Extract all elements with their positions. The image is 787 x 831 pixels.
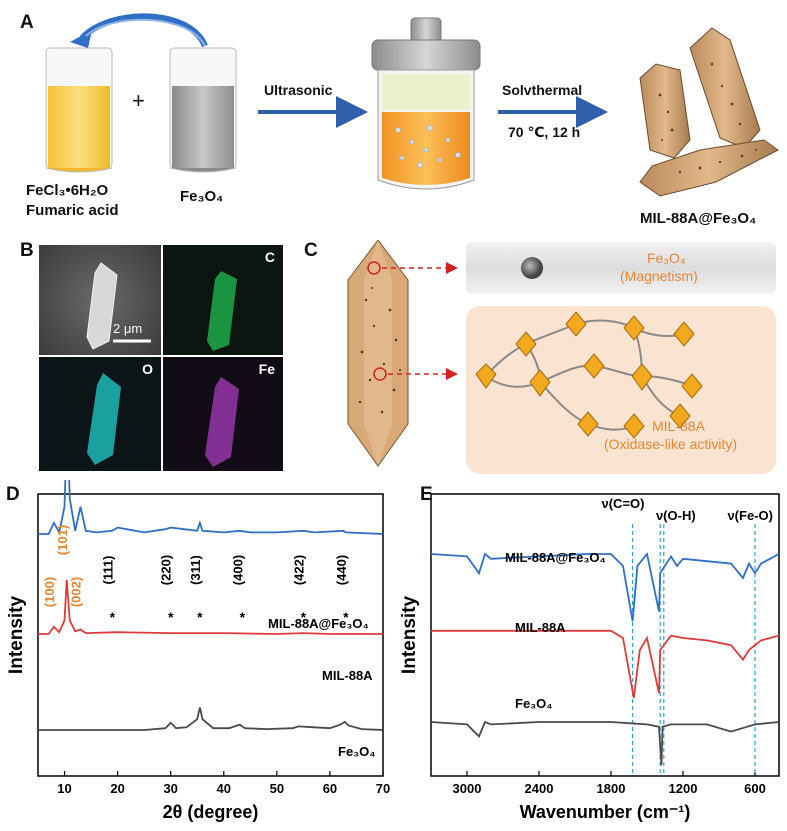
sem-particle: [86, 262, 151, 350]
step-solvthermal: Solvthermal: [502, 82, 583, 98]
xrd-peak-label-101: (101): [55, 525, 70, 555]
xrd-peak-star: *: [240, 609, 246, 625]
panel-b-label: B: [20, 240, 34, 261]
xrd-peak-label: (111): [100, 556, 115, 585]
ftir-x-tick-label: 1200: [669, 781, 698, 796]
reagent-fe3o4: Fe₃O₄: [180, 188, 224, 205]
xrd-frame: [37, 493, 384, 777]
xrd-series-label: Fe₃O₄: [338, 744, 376, 759]
xrd-y-axis-label: Intensity: [6, 596, 27, 675]
xrd-series-label: MIL-88A@Fe₃O₄: [268, 616, 369, 631]
xrd-peak-star: *: [197, 609, 203, 625]
ftir-series-label: MIL-88A@Fe₃O₄: [505, 550, 606, 565]
xrd-chart: 10 20 30 40 50 60 70 2θ (degree) Intensity MIL-88…: [6, 480, 390, 822]
xrd-x-tick-label: 40: [217, 781, 231, 796]
fe3o4-band-subtitle: (Magnetism): [620, 268, 698, 284]
xrd-x-tick-label: 60: [323, 781, 337, 796]
eds-map-o: O: [38, 356, 162, 472]
xrd-series-line: [38, 579, 383, 635]
xrd-x-tick-label: 30: [163, 781, 177, 796]
panel-c-label: C: [304, 240, 318, 261]
xrd-peak-star: *: [168, 609, 174, 625]
ftir-annotation: ν(O-H): [656, 508, 696, 523]
xrd-peak-label: (311): [188, 555, 203, 585]
ftir-series-line: [430, 551, 780, 622]
xrd-peak-star: *: [110, 609, 116, 625]
ftir-frame: [430, 493, 780, 777]
plus-sign: +: [132, 88, 145, 113]
product-label: MIL-88A@Fe₃O₄: [640, 210, 757, 227]
ftir-y-axis-label: Intensity: [399, 596, 420, 675]
xrd-x-tick-label: 70: [376, 781, 390, 796]
mof-band-subtitle: (Oxidase-like activity): [604, 436, 738, 452]
panel-a-label: A: [20, 12, 34, 33]
xrd-series-label: MIL-88A: [322, 668, 373, 683]
reagent-fumaric-acid: Fumaric acid: [26, 202, 119, 219]
eds-c-signal: [207, 271, 237, 351]
step-ultrasonic: Ultrasonic: [264, 82, 333, 98]
xrd-series-line: [38, 480, 384, 535]
eds-label-c: C: [264, 249, 275, 265]
xrd-peak-star: *: [343, 609, 349, 625]
xrd-peak-label-002: (002): [68, 577, 83, 607]
ftir-annotation: ν(C=O): [602, 496, 645, 511]
ftir-series-line: [430, 720, 780, 766]
eds-o-signal: [87, 373, 121, 465]
ftir-x-tick-label: 2400: [525, 781, 554, 796]
ftir-series-line: [431, 629, 780, 699]
eds-fe-signal: [205, 377, 239, 467]
ftir-series-label: Fe₃O₄: [515, 696, 553, 711]
sem-image: 2 μm: [38, 244, 162, 356]
xrd-peak-label: (400): [230, 555, 245, 585]
panel-a-diagram: [45, 13, 779, 197]
eds-label-o: O: [142, 361, 153, 377]
xrd-peak-label-100: (100): [42, 577, 57, 607]
xrd-x-tick-label: 20: [110, 781, 124, 796]
ftir-series-label: MIL-88A: [515, 620, 566, 635]
ftir-annotation: ν(Fe-O): [727, 508, 773, 523]
scale-bar-label: 2 μm: [113, 321, 143, 336]
step-condition: 70 ℃, 12 h: [508, 124, 581, 140]
xrd-x-tick-label: 10: [57, 781, 71, 796]
panel-e-label: E: [420, 484, 433, 505]
xrd-peak-star: *: [301, 609, 307, 625]
ftir-chart: 3000 2400 1800 1200 600 Wavenumber (cm⁻¹) Inte…: [399, 493, 780, 822]
xrd-peak-label: (220): [159, 555, 174, 585]
panel-c-diagram: [347, 240, 776, 474]
eds-label-fe: Fe: [258, 361, 275, 377]
xrd-x-tick-label: 50: [270, 781, 284, 796]
xrd-peak-label: (440): [334, 555, 349, 585]
ftir-x-tick-label: 3000: [453, 781, 482, 796]
ftir-x-axis-label: Wavenumber (cm⁻¹): [520, 802, 691, 822]
xrd-peak-label: (422): [291, 555, 306, 585]
ftir-x-tick-label: 600: [744, 781, 766, 796]
xrd-series-line: [38, 707, 384, 731]
reagent-feCl3: FeCl₃•6H₂O: [26, 182, 109, 199]
ftir-x-tick-label: 1800: [597, 781, 626, 796]
eds-map-c: C: [162, 244, 284, 356]
xrd-x-axis-label: 2θ (degree): [163, 802, 259, 822]
mof-band-title: MIL-88A: [652, 418, 705, 434]
panel-d-label: D: [6, 484, 20, 505]
eds-map-fe: Fe: [162, 356, 284, 472]
fe3o4-band-title: Fe₃O₄: [647, 250, 686, 266]
